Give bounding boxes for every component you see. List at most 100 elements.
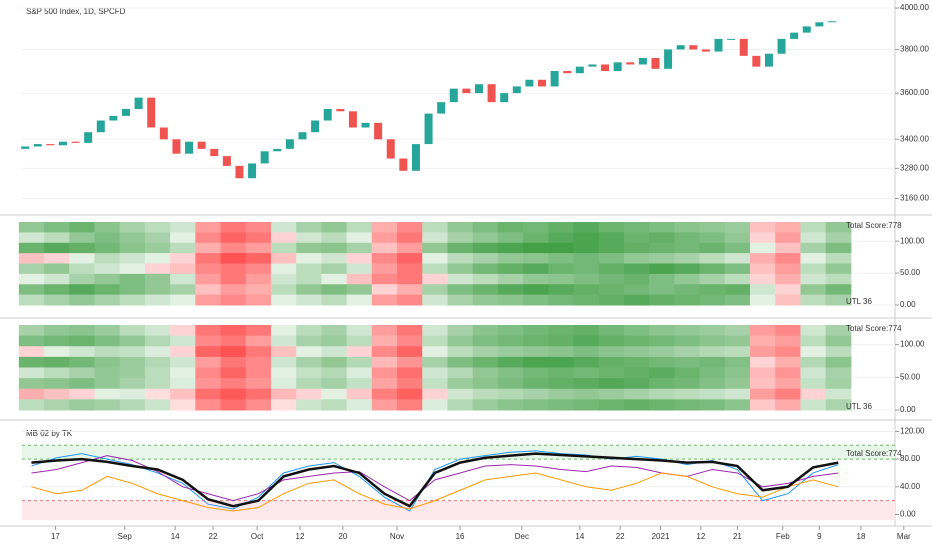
x-tick-label: 17: [51, 532, 60, 541]
heat-cell: [44, 232, 70, 244]
heat-cell: [170, 294, 196, 306]
heat-cell: [825, 222, 852, 233]
heat-cell: [422, 335, 448, 347]
candle-body: [348, 111, 357, 128]
heat-cell: [825, 367, 852, 379]
heat-cell: [397, 284, 423, 296]
heat-cell: [699, 263, 726, 275]
candle-body: [626, 62, 635, 65]
heat-cell: [144, 325, 171, 337]
heat-cell: [170, 346, 196, 358]
heat-cell: [296, 263, 322, 275]
heat-cell: [825, 356, 852, 368]
heat-cell: [523, 273, 549, 285]
candle-body: [273, 148, 282, 152]
heat-cell: [724, 399, 751, 411]
heat-cell: [195, 284, 222, 296]
heat-cell: [296, 284, 322, 296]
heat-cell: [371, 294, 398, 306]
heat-cell: [497, 284, 524, 296]
heat-cell: [195, 325, 222, 337]
heat-cell: [296, 242, 322, 254]
heat-cell: [397, 399, 423, 411]
heat-cell: [321, 253, 348, 264]
candle-body: [96, 120, 105, 133]
heat-cell: [220, 399, 247, 411]
candle-body: [122, 108, 131, 116]
heat-cell: [775, 232, 801, 244]
heat-cell: [649, 378, 675, 390]
heat-cell: [497, 325, 524, 337]
heat-cell: [371, 388, 398, 400]
heat-cell: [724, 273, 751, 285]
heat-cell: [94, 388, 121, 400]
heat-cell: [346, 284, 373, 296]
heat-cell: [750, 356, 776, 368]
heat-cell: [699, 222, 726, 233]
heat-cell: [144, 222, 171, 233]
candle-body: [802, 26, 811, 33]
x-tick-label: 20: [338, 532, 347, 541]
heat-cell: [270, 388, 297, 400]
heat-cell: [94, 325, 121, 337]
heat-cell: [296, 356, 322, 368]
heat-cell: [699, 232, 726, 244]
heat-cell: [775, 263, 801, 275]
heat-cell: [245, 222, 272, 233]
heat-cell: [44, 388, 70, 400]
candle-body: [525, 79, 534, 87]
heat-cell: [825, 378, 852, 390]
heat-cell: [18, 294, 45, 306]
heat-cell: [497, 367, 524, 379]
candle-body: [235, 165, 244, 179]
candle-body: [437, 102, 446, 114]
series-line: [31, 455, 839, 502]
x-tick-label: Oct: [251, 532, 264, 541]
heat-cell: [825, 273, 852, 285]
heat-cell: [548, 367, 575, 379]
candle-body: [689, 45, 698, 50]
heat-cell: [270, 335, 297, 347]
heat-cell: [321, 242, 348, 254]
heat-cell: [220, 253, 247, 264]
y-tick-label: 40.00: [900, 482, 921, 491]
heat-cell: [94, 222, 121, 233]
heat-cell: [598, 294, 625, 306]
x-tick-label: 12: [296, 532, 305, 541]
heat-cell: [825, 242, 852, 254]
heat-cell: [69, 356, 95, 368]
heat-cell: [674, 263, 701, 275]
heat-cell: [649, 253, 675, 264]
heat-cell: [220, 273, 247, 285]
heat-cell: [321, 346, 348, 358]
heat-cell: [397, 325, 423, 337]
heat-cell: [573, 253, 600, 264]
heat-cell: [245, 263, 272, 275]
heat-cell: [397, 367, 423, 379]
candle-body: [764, 53, 773, 67]
heat-cell: [548, 242, 575, 254]
heat-cell: [800, 388, 827, 400]
heat-cell: [548, 335, 575, 347]
heat-cell: [573, 263, 600, 275]
heat-cell: [195, 388, 222, 400]
heat-cell: [623, 232, 650, 244]
heat-cell: [144, 242, 171, 254]
heat-cell: [447, 242, 474, 254]
heat-cell: [649, 335, 675, 347]
panel-title: MB 02 by TK: [26, 429, 73, 438]
heat-cell: [472, 242, 499, 254]
heat-cell: [447, 325, 474, 337]
heat-cell: [245, 399, 272, 411]
heat-cell: [724, 388, 751, 400]
heat-cell: [447, 356, 474, 368]
heat-cell: [699, 367, 726, 379]
heat-cell: [346, 356, 373, 368]
heat-cell: [346, 232, 373, 244]
candle-body: [563, 70, 572, 74]
heat-cell: [44, 399, 70, 411]
heat-cell: [18, 253, 45, 264]
heat-cell: [422, 325, 448, 337]
heat-cell: [623, 367, 650, 379]
heat-cell: [598, 253, 625, 264]
